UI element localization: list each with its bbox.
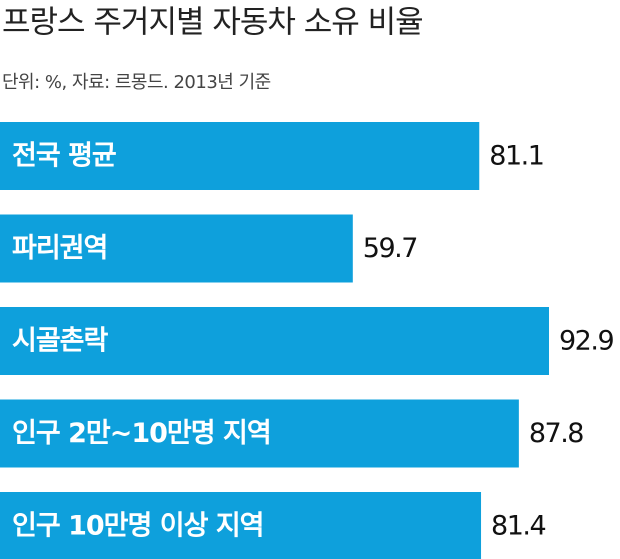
- value-label: 92.9: [559, 326, 613, 357]
- value-label: 87.8: [529, 418, 583, 449]
- value-label: 81.1: [489, 141, 543, 172]
- bar-label: 인구 10만명 이상 지역: [12, 511, 264, 542]
- chart-title: 프랑스 주거지별 자동차 소유 비율: [2, 5, 423, 41]
- bar: [0, 399, 519, 468]
- value-label: 81.4: [491, 511, 545, 542]
- value-label: 59.7: [363, 233, 417, 264]
- chart-subtitle: 단위: %, 자료: 르몽드. 2013년 기준: [2, 72, 271, 93]
- bar: [0, 492, 482, 559]
- bar-label: 파리권역: [12, 233, 107, 264]
- bar-label: 전국 평균: [12, 141, 116, 172]
- bar-label: 시골촌락: [12, 326, 109, 357]
- bar-label: 인구 2만~10만명 지역: [12, 418, 271, 449]
- bar: [0, 307, 549, 375]
- bar: [0, 214, 353, 283]
- bar: [0, 122, 480, 190]
